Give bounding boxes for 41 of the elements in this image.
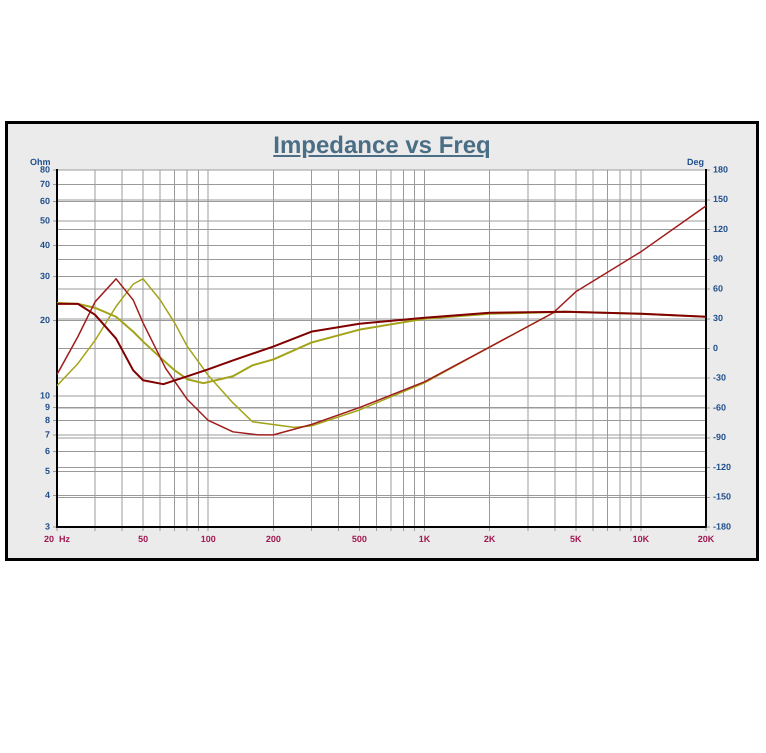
y-tick-label: 10 xyxy=(40,390,50,401)
y-tick-label: 4 xyxy=(44,490,50,500)
x-tick-label: 1K xyxy=(418,534,431,544)
y2-tick-label: 30 xyxy=(713,313,724,324)
y-tick-label: 30 xyxy=(40,271,50,282)
x-tick-label: 20K xyxy=(698,534,715,544)
y-tick-label: 3 xyxy=(44,521,50,532)
y2-tick-label: -60 xyxy=(713,402,726,412)
y-tick-label: 70 xyxy=(40,179,50,190)
y-tick-label: 60 xyxy=(40,196,50,206)
y2-tick-label: 0 xyxy=(713,342,718,353)
x-tick-label: 500 xyxy=(352,534,367,544)
y-tick-label: 50 xyxy=(40,216,50,226)
y2-axis-title: Deg xyxy=(686,156,704,167)
y2-tick-label: 90 xyxy=(713,254,724,264)
y2-tick-label: -30 xyxy=(713,372,726,383)
x-tick-label: 5K xyxy=(570,534,582,544)
y2-tick-label: 60 xyxy=(713,283,724,294)
x-tick-label: 200 xyxy=(266,534,281,544)
y-tick-label: 40 xyxy=(40,240,50,250)
y-tick-label: 6 xyxy=(44,446,50,456)
y2-tick-label: -150 xyxy=(713,492,732,502)
y2-tick-label: 150 xyxy=(713,194,728,204)
y2-tick-label: 120 xyxy=(713,224,728,234)
y2-tick-label: -90 xyxy=(713,432,726,442)
y2-tick-label: -120 xyxy=(713,462,732,472)
chart-title: Impedance vs Freq xyxy=(273,132,491,159)
y-tick-label: 20 xyxy=(40,315,50,326)
x-tick-label: 20 Hz xyxy=(44,534,71,544)
x-tick-label: 10K xyxy=(632,534,650,544)
y2-tick-label: -180 xyxy=(713,521,732,532)
y-tick-label: 7 xyxy=(44,429,50,440)
x-tick-label: 50 xyxy=(138,534,148,544)
y-tick-label: 8 xyxy=(44,414,50,425)
x-tick-label: 100 xyxy=(200,534,216,544)
y-axis-title: Ohm xyxy=(30,156,51,167)
y-tick-label: 9 xyxy=(44,402,50,412)
x-tick-label: 2K xyxy=(484,534,496,544)
y-tick-label: 80 xyxy=(40,164,50,174)
y-tick-label: 5 xyxy=(44,466,50,476)
y2-tick-label: 180 xyxy=(713,164,728,174)
